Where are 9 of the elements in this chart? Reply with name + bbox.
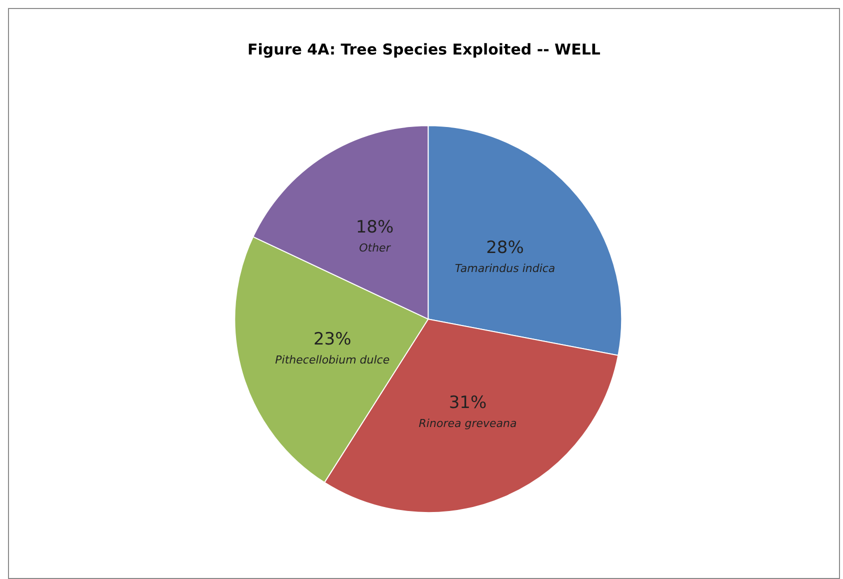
slice-label: Rinorea greveana [418,417,517,430]
slice-label: Other [359,241,392,254]
data-label: 23% [313,329,352,350]
slice-label: Tamarindus indica [454,262,556,276]
slice-label: Pithecellobium dulce [275,353,390,366]
data-label: 28% [486,238,524,258]
data-label: 31% [448,393,487,414]
chart-title: Figure 4A: Tree Species Exploited -- WELL [248,40,601,58]
data-label: 18% [356,217,394,238]
